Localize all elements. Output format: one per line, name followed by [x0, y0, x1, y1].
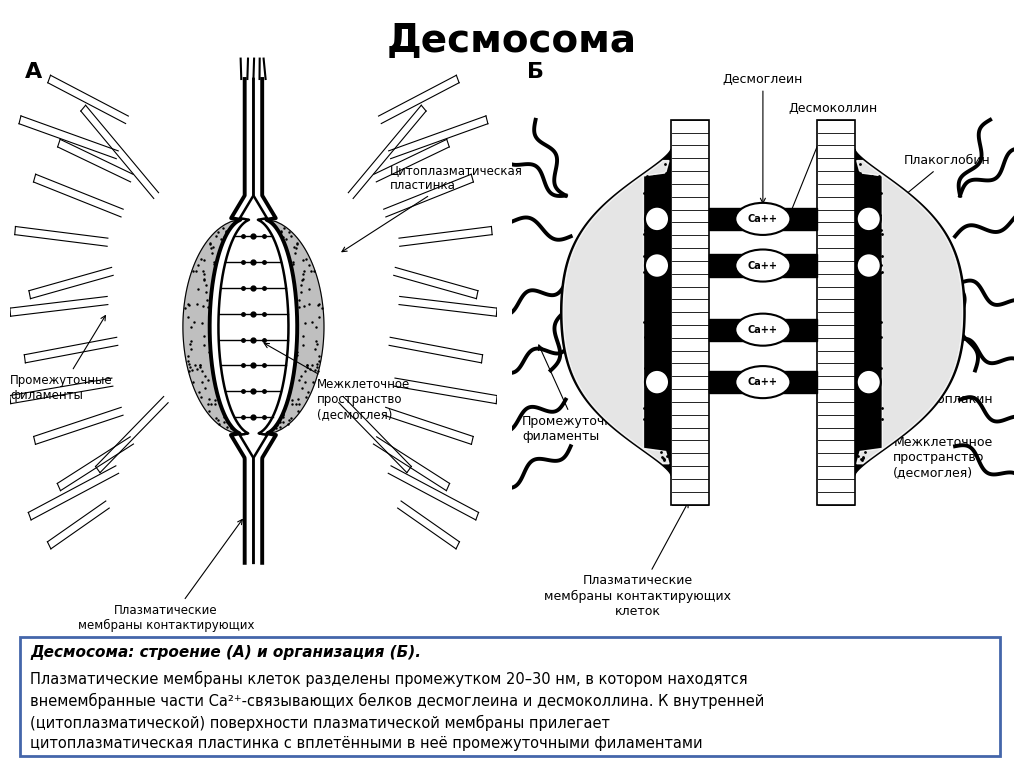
Ellipse shape [735, 249, 791, 281]
Polygon shape [710, 371, 816, 393]
Text: Цитоплазматическая
пластинка: Цитоплазматическая пластинка [342, 164, 522, 252]
Ellipse shape [735, 202, 791, 235]
Text: Ca++: Ca++ [748, 324, 778, 334]
Text: Десмоглеин: Десмоглеин [723, 73, 803, 203]
Text: Межклеточное
пространство
(десмоглея): Межклеточное пространство (десмоглея) [816, 384, 992, 479]
Text: Десмосома: Десмосома [387, 22, 637, 60]
Text: Десмосома: строение (А) и организация (Б).: Десмосома: строение (А) и организация (Б… [31, 645, 421, 660]
FancyBboxPatch shape [20, 637, 999, 755]
Polygon shape [262, 219, 324, 435]
Ellipse shape [645, 253, 669, 278]
Text: Б: Б [527, 61, 544, 81]
Text: Ca++: Ca++ [748, 377, 778, 387]
Ellipse shape [857, 253, 881, 278]
Polygon shape [563, 160, 669, 464]
Polygon shape [710, 255, 816, 277]
Polygon shape [183, 219, 245, 435]
Polygon shape [855, 149, 965, 476]
Ellipse shape [735, 366, 791, 398]
Text: Плазматические
мембраны контактирующих
клеток: Плазматические мембраны контактирующих к… [78, 519, 254, 647]
Text: Десмоколлин: Десмоколлин [788, 102, 878, 216]
Text: Промежуточные
филаменты: Промежуточные филаменты [10, 315, 113, 402]
Bar [671, 120, 710, 505]
Text: Межклеточное
пространство
(десмоглея): Межклеточное пространство (десмоглея) [264, 344, 410, 421]
Text: Промежуточные
филаменты: Промежуточные филаменты [522, 345, 631, 443]
Text: Ca++: Ca++ [748, 214, 778, 224]
Ellipse shape [857, 370, 881, 394]
Ellipse shape [645, 370, 669, 394]
Polygon shape [857, 160, 963, 464]
Polygon shape [710, 208, 816, 230]
Text: Плазматические
мембраны контактирующих
клеток: Плазматические мембраны контактирующих к… [544, 502, 731, 617]
Text: А: А [25, 61, 42, 81]
Bar [816, 120, 855, 505]
Polygon shape [710, 318, 816, 341]
Text: Ca++: Ca++ [748, 261, 778, 271]
Text: Плазматические мембраны клеток разделены промежутком 20–30 нм, в котором находят: Плазматические мембраны клеток разделены… [31, 670, 765, 752]
Ellipse shape [735, 314, 791, 346]
Polygon shape [561, 149, 671, 476]
Ellipse shape [857, 206, 881, 231]
Text: Десмоплакин: Десмоплакин [858, 370, 993, 406]
Ellipse shape [645, 206, 669, 231]
Text: Плакоглобин: Плакоглобин [858, 154, 990, 234]
